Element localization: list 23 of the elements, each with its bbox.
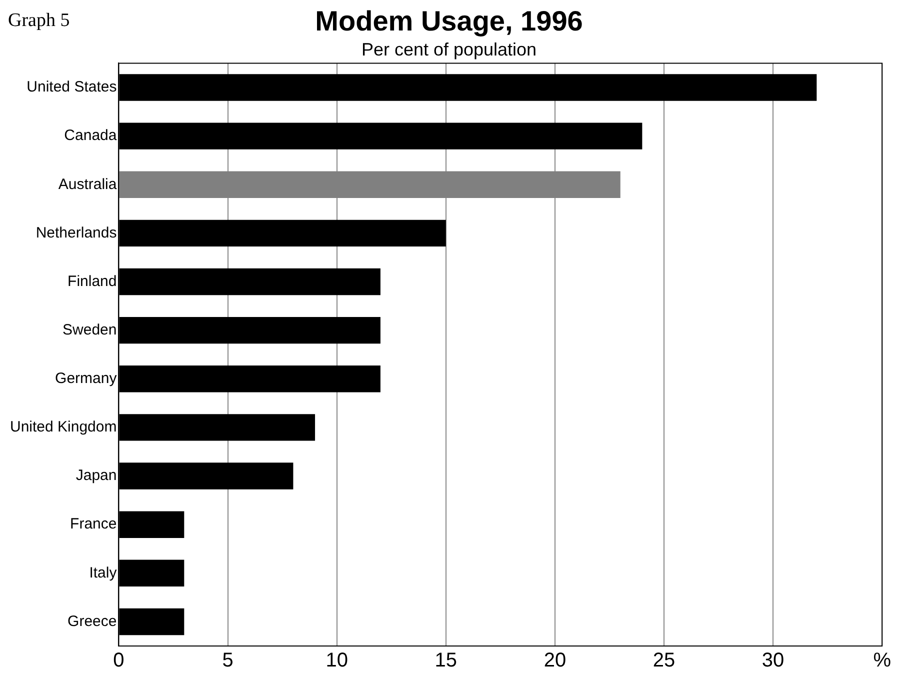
y-tick-label: Germany xyxy=(55,370,118,388)
y-tick-label: Sweden xyxy=(62,321,117,338)
x-tick-label: 15 xyxy=(434,650,458,672)
caption: Graph 5 xyxy=(8,10,70,32)
x-tick-label: 30 xyxy=(762,650,784,672)
x-tick-label: % xyxy=(873,650,892,672)
x-tick-label: 5 xyxy=(222,650,234,672)
x-tick-label: 25 xyxy=(652,650,676,672)
x-tick-label: 0 xyxy=(113,650,124,672)
chart-subtitle: Per cent of population xyxy=(361,39,537,60)
y-tick-label: Australia xyxy=(58,176,118,193)
y-tick-label: United Kingdom xyxy=(10,418,117,436)
y-tick-label: Finland xyxy=(68,272,117,290)
y-tick-label: Japan xyxy=(76,467,117,484)
y-tick-label: France xyxy=(70,516,117,533)
x-tick-label: 10 xyxy=(326,650,348,672)
y-tick-label: Canada xyxy=(64,127,118,144)
y-tick-label: Greece xyxy=(68,612,117,630)
y-tick-label: United States xyxy=(26,78,117,96)
y-tick-label: Italy xyxy=(89,564,118,582)
chart-title: Modem Usage, 1996 xyxy=(315,6,583,37)
y-tick-label: Netherlands xyxy=(36,224,117,242)
x-tick-label: 20 xyxy=(544,650,566,672)
